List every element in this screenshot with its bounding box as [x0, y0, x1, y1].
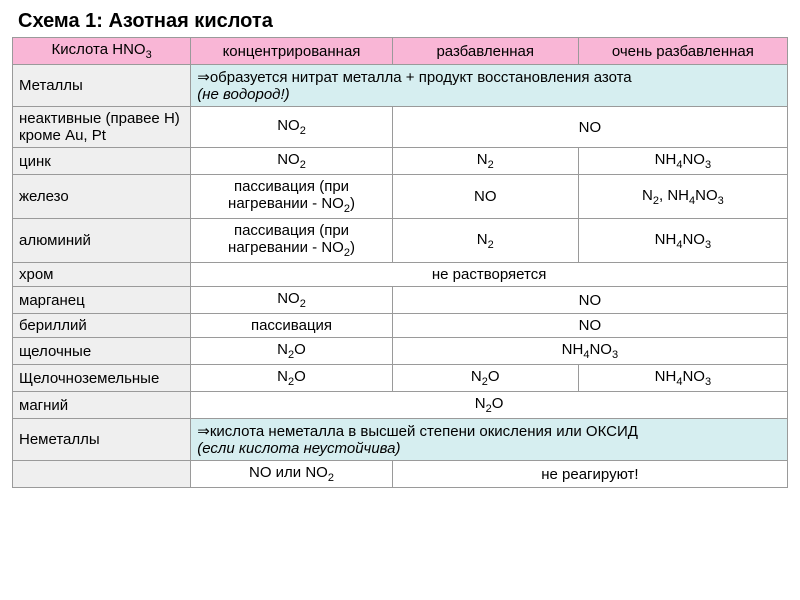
- cell: NO: [392, 314, 787, 338]
- cell: N2O: [191, 392, 788, 419]
- cell: NO: [392, 107, 787, 148]
- nitric-acid-table: Кислота HNO3 концентрированная разбавлен…: [12, 37, 788, 488]
- metals-label: Металлы: [13, 65, 191, 107]
- page-title: Схема 1: Азотная кислота: [18, 10, 788, 33]
- cell: NO2: [191, 107, 393, 148]
- cell: N2: [392, 219, 578, 263]
- cell: N2O: [191, 338, 393, 365]
- header-acid: Кислота HNO3: [13, 38, 191, 65]
- row-chromium: хром не растворяется: [13, 263, 788, 287]
- row-zinc: цинк NO2 N2 NH4NO3: [13, 148, 788, 175]
- row-label-chromium: хром: [13, 263, 191, 287]
- cell: N2, NH4NO3: [578, 175, 787, 219]
- cell: NH4NO3: [578, 365, 787, 392]
- nonmetals-note-text: ⇒кислота неметалла в высшей степени окис…: [191, 419, 788, 461]
- cell: пассивация (принагревании - NO2): [191, 175, 393, 219]
- cell: NO2: [191, 287, 393, 314]
- row-label-zinc: цинк: [13, 148, 191, 175]
- row-manganese: марганец NO2 NO: [13, 287, 788, 314]
- row-label-inactive: неактивные (правее H) кроме Au, Pt: [13, 107, 191, 148]
- row-label-iron: железо: [13, 175, 191, 219]
- header-very-diluted: очень разбавленная: [578, 38, 787, 65]
- row-last: NO или NO2 не реагируют!: [13, 461, 788, 488]
- cell: не реагируют!: [392, 461, 787, 488]
- cell: не растворяется: [191, 263, 788, 287]
- header-concentrated: концентрированная: [191, 38, 393, 65]
- cell: N2: [392, 148, 578, 175]
- row-label-blank: [13, 461, 191, 488]
- row-beryllium: бериллий пассивация NO: [13, 314, 788, 338]
- cell: N2O: [191, 365, 393, 392]
- row-aluminium: алюминий пассивация (принагревании - NO2…: [13, 219, 788, 263]
- cell: NH4NO3: [392, 338, 787, 365]
- cell: NO2: [191, 148, 393, 175]
- row-label-manganese: марганец: [13, 287, 191, 314]
- nonmetals-note-row: Неметаллы ⇒кислота неметалла в высшей ст…: [13, 419, 788, 461]
- row-iron: железо пассивация (принагревании - NO2) …: [13, 175, 788, 219]
- cell: NH4NO3: [578, 219, 787, 263]
- row-alkaline-earth: Щелочноземельные N2O N2O NH4NO3: [13, 365, 788, 392]
- metals-note-row: Металлы ⇒образуется нитрат металла + про…: [13, 65, 788, 107]
- nonmetals-label: Неметаллы: [13, 419, 191, 461]
- row-label-aluminium: алюминий: [13, 219, 191, 263]
- cell: пассивация: [191, 314, 393, 338]
- row-alkali: щелочные N2O NH4NO3: [13, 338, 788, 365]
- row-label-alkaline-earth: Щелочноземельные: [13, 365, 191, 392]
- metals-note-text: ⇒образуется нитрат металла + продукт вос…: [191, 65, 788, 107]
- row-label-alkali: щелочные: [13, 338, 191, 365]
- row-label-beryllium: бериллий: [13, 314, 191, 338]
- row-label-magnesium: магний: [13, 392, 191, 419]
- cell: NH4NO3: [578, 148, 787, 175]
- header-diluted: разбавленная: [392, 38, 578, 65]
- cell: NO: [392, 287, 787, 314]
- table-header-row: Кислота HNO3 концентрированная разбавлен…: [13, 38, 788, 65]
- cell: пассивация (принагревании - NO2): [191, 219, 393, 263]
- row-inactive: неактивные (правее H) кроме Au, Pt NO2 N…: [13, 107, 788, 148]
- row-magnesium: магний N2O: [13, 392, 788, 419]
- cell: N2O: [392, 365, 578, 392]
- cell: NO: [392, 175, 578, 219]
- cell: NO или NO2: [191, 461, 393, 488]
